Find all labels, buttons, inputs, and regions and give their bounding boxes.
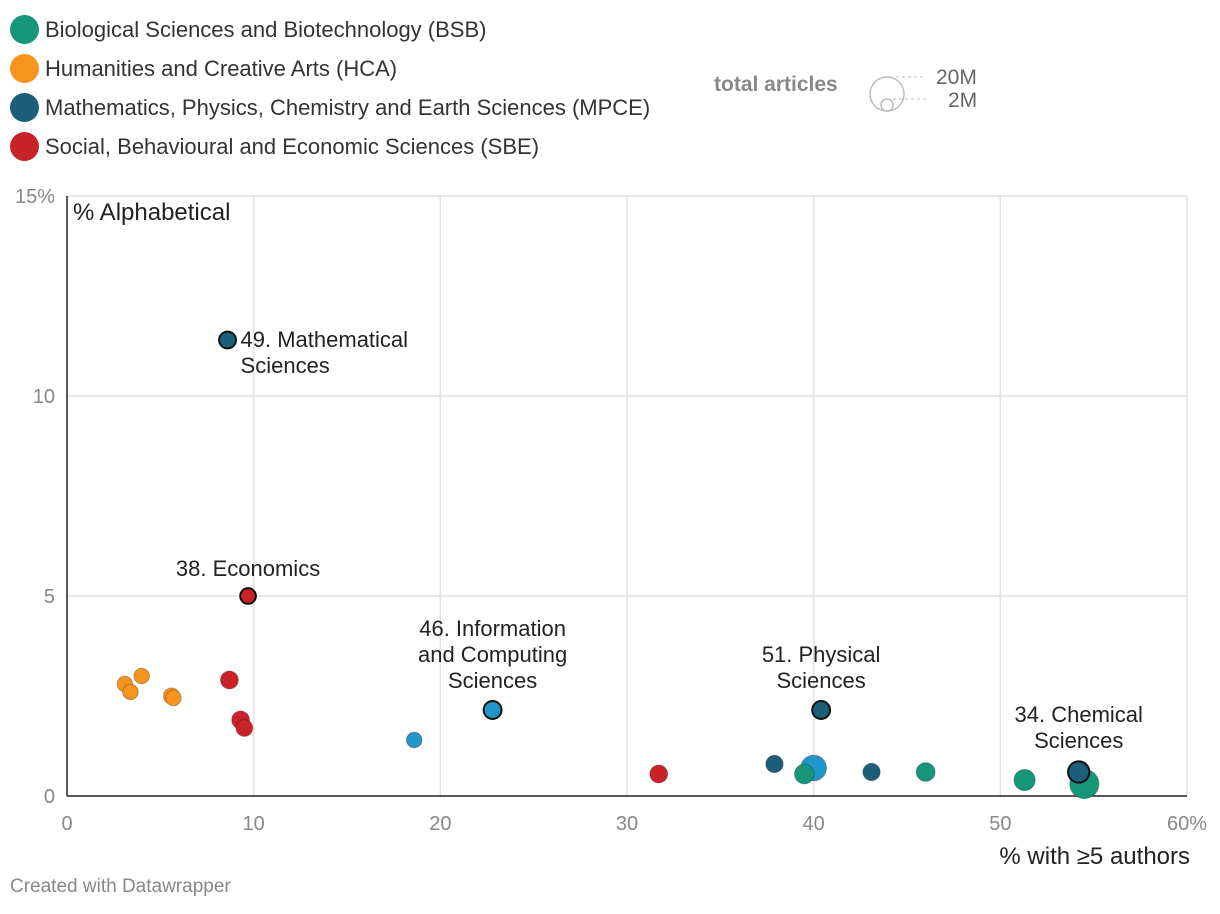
data-point bbox=[1013, 768, 1036, 792]
x-tick-label: 0 bbox=[61, 813, 72, 835]
x-tick-label: 40 bbox=[803, 813, 825, 835]
data-point bbox=[793, 763, 815, 785]
data-point bbox=[219, 670, 239, 690]
data-point bbox=[235, 719, 254, 737]
x-axis-title: % with ≥5 authors bbox=[999, 843, 1190, 870]
data-point bbox=[218, 330, 237, 350]
legend-label-sbe: Social, Behavioural and Economic Science… bbox=[45, 133, 540, 159]
y-tick-label: 10 bbox=[33, 386, 55, 408]
point-annotation: 49. Mathematical Sciences bbox=[241, 327, 409, 378]
y-axis-title: % Alphabetical bbox=[73, 199, 230, 226]
data-point bbox=[765, 754, 784, 774]
data-point bbox=[915, 762, 936, 782]
legend-swatch-hca bbox=[10, 54, 39, 83]
data-point bbox=[239, 587, 257, 605]
data-point bbox=[122, 683, 139, 701]
legend-item-sbe[interactable]: Social, Behavioural and Economic Science… bbox=[10, 127, 650, 166]
legend-swatch-bsb bbox=[10, 15, 39, 44]
data-point bbox=[165, 689, 182, 707]
data-point bbox=[133, 667, 151, 685]
point-annotation: 34. Chemical Sciences bbox=[1015, 702, 1143, 753]
size-legend-circles bbox=[869, 76, 926, 112]
data-point bbox=[862, 762, 881, 782]
size-legend-title: total articles bbox=[714, 73, 838, 96]
y-tick-label: 0 bbox=[44, 786, 55, 808]
legend-label-mpce: Mathematics, Physics, Chemistry and Eart… bbox=[45, 94, 651, 120]
credit-footer: Created with Datawrapper bbox=[10, 876, 231, 897]
x-tick-label: 30 bbox=[616, 813, 638, 835]
y-tick-label: 5 bbox=[44, 586, 55, 608]
legend-label-hca: Humanities and Creative Arts (HCA) bbox=[45, 55, 398, 81]
point-annotation: 38. Economics bbox=[176, 556, 320, 581]
legend-item-hca[interactable]: Humanities and Creative Arts (HCA) bbox=[10, 49, 650, 88]
legend-item-bsb[interactable]: Biological Sciences and Biotechnology (B… bbox=[10, 10, 650, 49]
x-tick-label: 60% bbox=[1167, 813, 1207, 835]
axes: 0 10 20 30 40 50 60% 0 5 10 15% % Alphabetical % wit… bbox=[15, 186, 1207, 870]
data-point bbox=[1067, 760, 1091, 784]
gridlines bbox=[67, 195, 1188, 796]
size-circle-small bbox=[880, 98, 894, 112]
legend-swatch-mpce bbox=[10, 93, 39, 122]
legend-label-bsb: Biological Sciences and Biotechnology (B… bbox=[45, 16, 487, 42]
point-labels: 38. Economics 49. Mathematical Sciences 46.… bbox=[176, 327, 1143, 753]
data-point bbox=[405, 731, 423, 749]
x-tick-label: 50 bbox=[989, 813, 1011, 835]
legend-swatch-sbe bbox=[10, 132, 39, 161]
size-legend: total articles 20M 2M bbox=[714, 66, 1004, 126]
data-point bbox=[811, 700, 832, 720]
x-tick-label: 10 bbox=[243, 813, 265, 835]
legend-item-mpce[interactable]: Mathematics, Physics, Chemistry and Eart… bbox=[10, 88, 650, 127]
point-annotation: 51. Physical Sciences bbox=[762, 642, 881, 693]
size-legend-large-label: 20M bbox=[936, 66, 977, 89]
point-annotation: 46. Information and Computing Sciences bbox=[418, 616, 567, 693]
size-legend-small-label: 2M bbox=[948, 89, 978, 112]
data-point bbox=[649, 764, 669, 784]
y-tick-label: 15% bbox=[15, 186, 55, 208]
data-point bbox=[482, 700, 503, 720]
data-points bbox=[116, 330, 1100, 800]
x-tick-label: 20 bbox=[429, 813, 451, 835]
color-legend: Biological Sciences and Biotechnology (B… bbox=[10, 10, 650, 166]
